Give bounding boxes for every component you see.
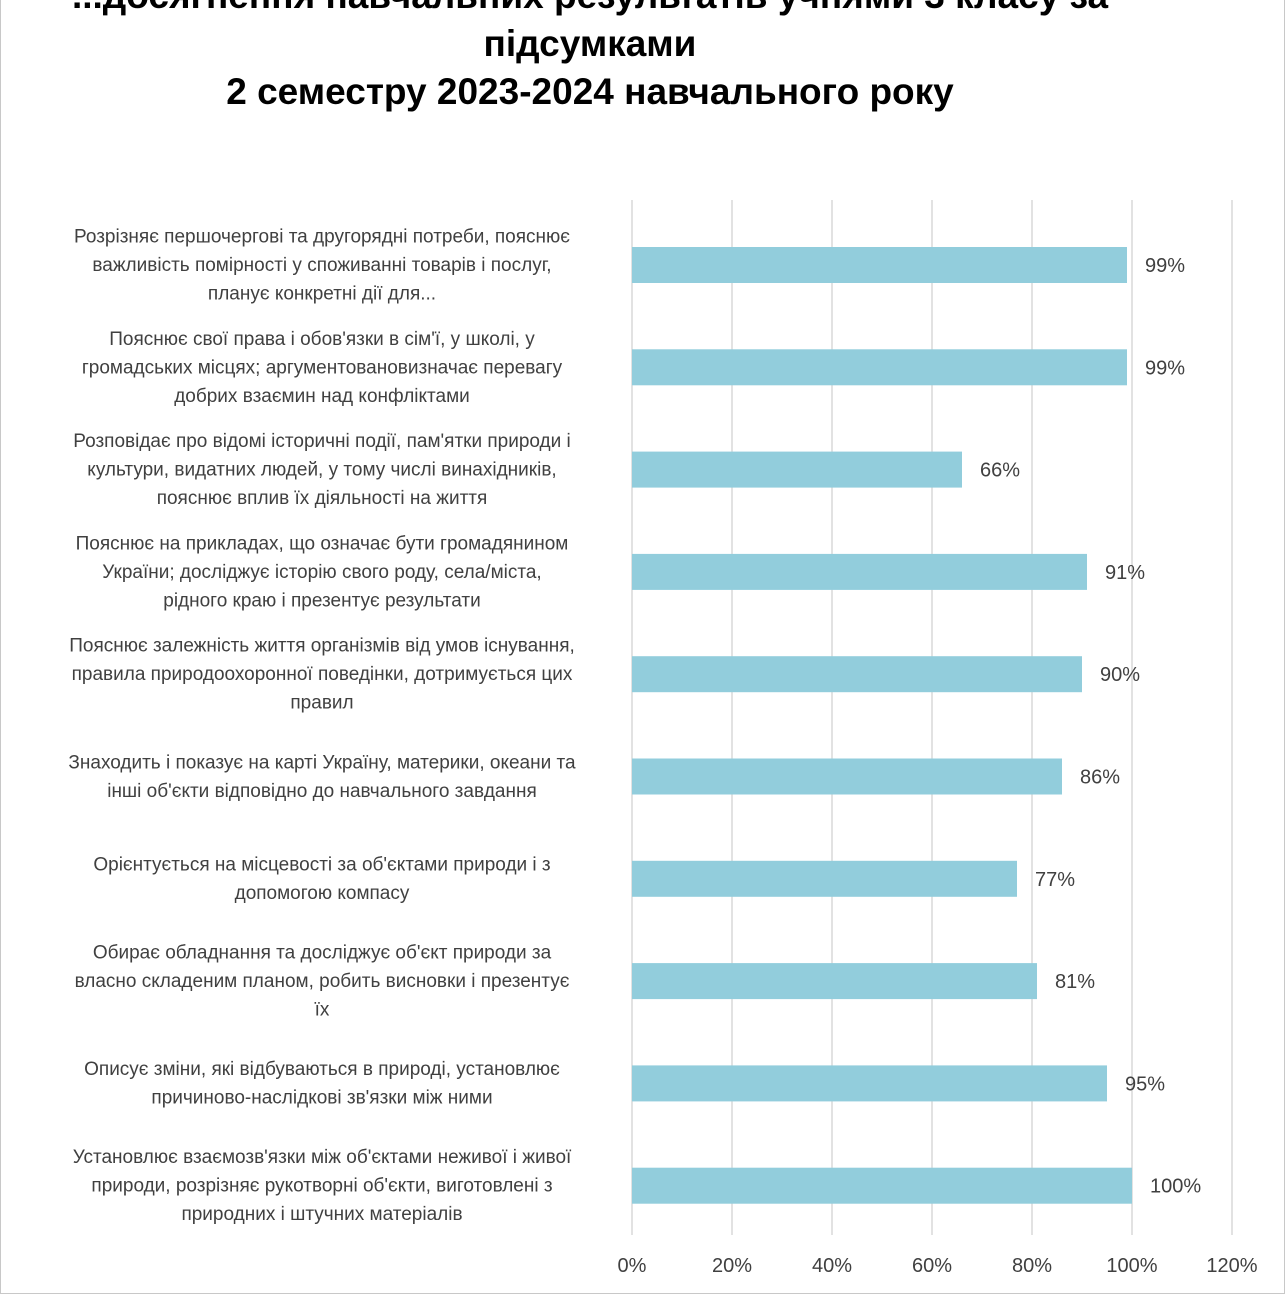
category-label-line: добрих взаємин над конфліктами [174, 386, 470, 407]
category-label-line: природи, розрізняє рукотворні об'єкти, в… [91, 1176, 552, 1197]
category-label: Розрізняє першочергові та другорядні пот… [74, 227, 570, 305]
category-label-line: причиново-наслідкові зв'язки між ними [151, 1088, 492, 1109]
category-label: Пояснює на прикладах, що означає бути гр… [76, 533, 569, 611]
bar [632, 349, 1127, 386]
category-label-line: Обирає обладнання та досліджує об'єкт пр… [93, 943, 552, 964]
x-tick-label: 20% [712, 1255, 752, 1277]
x-tick-label: 60% [912, 1255, 952, 1277]
category-label: Розповідає про відомі історичні події, п… [73, 431, 571, 509]
category-label-line: Пояснює свої права і обов'язки в сім'ї, … [109, 329, 535, 350]
data-label: 95% [1125, 1073, 1165, 1095]
bar [632, 1167, 1132, 1204]
bar [632, 963, 1037, 1000]
category-label-line: громадських місцях; аргументовановизнача… [82, 357, 563, 378]
category-label: Знаходить і показує на карті Україну, ма… [68, 752, 576, 802]
data-label: 81% [1055, 971, 1095, 993]
bar [632, 1065, 1107, 1102]
category-label-line: планує конкретні дії для... [208, 284, 436, 305]
category-label: Описує зміни, які відбуваються в природі… [84, 1059, 560, 1109]
category-label-line: Орієнтується на місцевості за об'єктами … [93, 855, 550, 876]
category-label: Пояснює залежність життя організмів від … [69, 636, 575, 714]
category-label: Обирає обладнання та досліджує об'єкт пр… [75, 943, 570, 1021]
x-tick-label: 100% [1106, 1255, 1157, 1277]
category-label: Установлює взаємозв'язки між об'єктами н… [73, 1147, 572, 1225]
bar [632, 451, 962, 488]
category-label-line: їх [314, 1000, 330, 1021]
category-label-line: природних і штучних матеріалів [181, 1204, 462, 1225]
category-label-line: правила природоохоронної поведінки, дотр… [72, 664, 573, 685]
category-label-line: Пояснює залежність життя організмів від … [69, 636, 575, 657]
data-label: 66% [980, 460, 1020, 482]
x-tick-label: 80% [1012, 1255, 1052, 1277]
category-label-line: власно складеним планом, робить висновки… [75, 971, 570, 992]
data-label: 90% [1100, 664, 1140, 686]
category-label-line: Знаходить і показує на карті Україну, ма… [68, 752, 576, 773]
category-label-line: Установлює взаємозв'язки між об'єктами н… [73, 1147, 572, 1168]
bar [632, 758, 1062, 795]
category-label-line: культури, видатних людей, у тому числі в… [87, 460, 556, 481]
bar [632, 656, 1082, 693]
data-label: 99% [1145, 357, 1185, 379]
bar [632, 247, 1127, 283]
x-tick-label: 40% [812, 1255, 852, 1277]
category-label-line: пояснює вплив їх діяльності на життя [157, 488, 488, 509]
data-label: 100% [1150, 1176, 1201, 1198]
category-label-line: інші об'єкти відповідно до навчального з… [107, 781, 537, 802]
data-label: 86% [1080, 767, 1120, 789]
bar [632, 553, 1087, 590]
chart-title: ...досягнення навчальних результатів учн… [72, 0, 1108, 112]
data-label: 99% [1145, 255, 1185, 277]
category-label-line: Розрізняє першочергові та другорядні пот… [74, 227, 570, 248]
category-label-line: Розповідає про відомі історичні події, п… [73, 431, 571, 452]
category-label: Пояснює свої права і обов'язки в сім'ї, … [82, 329, 563, 407]
data-label: 77% [1035, 869, 1075, 891]
x-tick-label: 120% [1206, 1255, 1257, 1277]
category-label-line: Описує зміни, які відбуваються в природі… [84, 1059, 560, 1080]
category-label-line: рідного краю і презентує результати [163, 590, 480, 611]
category-label-line: Пояснює на прикладах, що означає бути гр… [76, 533, 569, 554]
x-tick-label: 0% [618, 1255, 647, 1277]
category-label-line: важливість помірності у споживанні товар… [92, 255, 551, 276]
category-label: Орієнтується на місцевості за об'єктами … [93, 855, 550, 905]
category-label-line: правил [290, 693, 353, 714]
category-label-line: України; досліджує історію свого роду, с… [102, 562, 541, 583]
bar [632, 860, 1017, 897]
data-label: 91% [1105, 562, 1145, 584]
category-label-line: допомогою компасу [235, 883, 410, 904]
